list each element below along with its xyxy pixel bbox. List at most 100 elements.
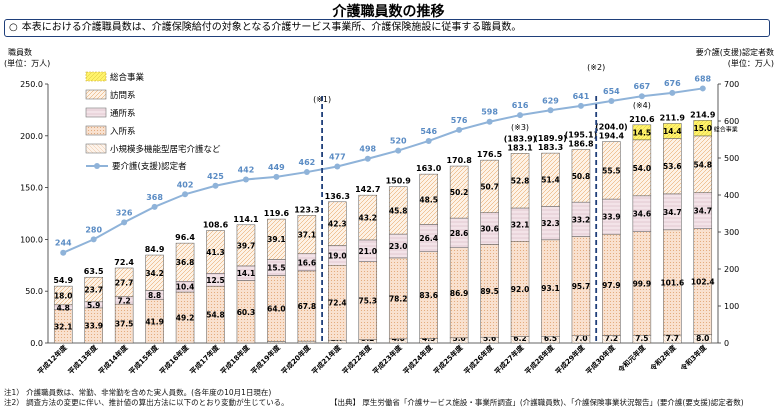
- segment-value-label: 7.7: [666, 334, 679, 343]
- bar-segment-visit: [449, 165, 469, 219]
- segment-value-label: 10.4: [176, 283, 195, 292]
- segment-value-label: 7.0: [574, 334, 587, 343]
- legend-label: 総合事業: [110, 72, 145, 83]
- segment-value-label: 34.7: [694, 207, 713, 216]
- x-tick-label: 平成22年度: [340, 342, 374, 376]
- line-point-label: 326: [116, 208, 133, 217]
- x-tick-label: 平成20年度: [279, 342, 313, 376]
- line-point-label: 616: [512, 101, 529, 110]
- y-right-tick-label: 500: [724, 154, 739, 163]
- segment-value-label: 7.2: [117, 296, 130, 305]
- footnote-1: 注1） 介護職員数は、常勤、非常勤を含めた実人員数。(各年度の10月1日現在): [4, 388, 272, 397]
- x-tick-label: 令和2年度: [647, 342, 678, 373]
- line-point-label: 629: [542, 96, 559, 105]
- line-point: [182, 191, 189, 198]
- segment-value-label: 37.1: [298, 230, 317, 239]
- segment-value-label: 14.5: [633, 128, 652, 137]
- segment-value-label: 50.8: [572, 172, 591, 181]
- x-tick-label: 平成17年度: [188, 342, 222, 376]
- description-note: ○ 本表における介護職員数は、介護保険給付の対象となる介護サービス事業所、介護保険…: [4, 19, 770, 37]
- bar-segment-visit: [358, 194, 378, 241]
- bar-segment-visit: [175, 242, 195, 282]
- note-marker: ○: [9, 22, 18, 33]
- bar-segment-visit: [510, 153, 530, 209]
- legend-label: 要介護(支援)認定者: [112, 161, 187, 172]
- bar-total-label: 142.7: [355, 185, 380, 194]
- y-right-title-1: 要介護(支援)認定者数: [696, 47, 774, 57]
- segment-value-label: 33.9: [84, 321, 103, 330]
- y-left-title-1: 職員数: [8, 47, 32, 57]
- y-right-title-2: (単位：万人): [728, 58, 774, 68]
- bar-segment-visit: [297, 215, 317, 254]
- segment-value-label: 4.8: [57, 303, 70, 312]
- bar-segment-visit: [206, 230, 225, 274]
- bar-paren-total-label: (195.1): [565, 130, 598, 139]
- legend-label: 小規模多機能型居宅介護など: [110, 144, 221, 155]
- segment-value-label: 15.5: [267, 263, 286, 272]
- line-point: [517, 112, 524, 119]
- segment-value-label: 26.4: [419, 234, 438, 243]
- segment-value-label: 53.6: [663, 162, 682, 171]
- bar-segment-sogo: [693, 120, 713, 137]
- bar-total-label: 183.3: [538, 143, 563, 152]
- x-tick-label: 平成16年度: [157, 342, 191, 376]
- note-text: 本表における介護職員数は、介護保険給付の対象となる介護サービス事業所、介護保険施…: [21, 22, 522, 33]
- line-point: [60, 249, 67, 256]
- bar-total-label: 211.9: [660, 113, 686, 122]
- x-tick-label: 平成24年度: [401, 342, 435, 376]
- segment-value-label: 67.8: [298, 302, 317, 311]
- bars-layer: 32.1 4.8 18.0 54.9 33.9 5.9 23.7 63.5 37.5 7.2 27.…: [53, 110, 716, 344]
- bar-total-label: 96.4: [175, 233, 195, 242]
- x-tick-label: 平成21年度: [310, 342, 344, 376]
- segment-value-label: 27.7: [115, 278, 134, 287]
- line-point-label: 462: [299, 158, 316, 167]
- bar-segment-visit: [84, 276, 103, 303]
- segment-value-label: 12.5: [206, 276, 225, 285]
- line-point-label: 676: [664, 79, 681, 88]
- segment-value-label: 41.9: [145, 317, 164, 326]
- line-point-label: 280: [85, 225, 102, 234]
- x-tick-label: 平成23年度: [371, 342, 405, 376]
- bar-paren-total-label: (204.0): [595, 123, 628, 132]
- line-point: [577, 102, 584, 109]
- segment-value-label: 55.5: [602, 166, 621, 175]
- bar-total-label: 194.4: [599, 132, 625, 141]
- segment-value-label: 6.5: [544, 334, 557, 343]
- segment-value-label: 5.9: [87, 301, 100, 310]
- line-point: [90, 236, 97, 243]
- x-tick-label: 平成26年度: [462, 342, 496, 376]
- line-point-label: 244: [55, 239, 72, 248]
- y-right-tick-label: 200: [724, 265, 739, 274]
- line-point: [669, 89, 676, 96]
- line-point-label: 477: [329, 153, 346, 162]
- y-right-tick-label: 300: [724, 228, 739, 237]
- segment-value-label: 99.9: [633, 279, 652, 288]
- segment-value-label: 34.6: [633, 210, 652, 219]
- x-tick-label: 平成28年度: [523, 342, 557, 376]
- line-point-label: 442: [238, 165, 255, 174]
- bar-segment-visit: [541, 152, 560, 207]
- bar-paren-total-label: (183.9): [504, 134, 537, 143]
- segment-value-label: 15.0: [694, 124, 713, 133]
- legend-swatch: [85, 143, 107, 154]
- segment-value-label: 5.0: [452, 334, 465, 343]
- bar-total-label: 108.6: [203, 220, 229, 229]
- note-ref-3: (※3): [511, 123, 529, 132]
- y-left-tick-label: 50.0: [25, 287, 43, 296]
- y-right-tick-label: 600: [724, 117, 739, 126]
- segment-value-label: 32.3: [541, 219, 560, 228]
- legend-item-small: 小規模多機能型居宅介護など: [85, 143, 221, 155]
- line-point-label: 498: [359, 145, 376, 154]
- segment-value-label: 6.2: [513, 334, 526, 343]
- line-point-label: 688: [694, 74, 711, 83]
- line-point-label: 402: [177, 180, 194, 189]
- segment-value-label: 50.7: [480, 182, 499, 191]
- segment-value-label: 36.8: [176, 258, 195, 267]
- legend-item-tsusho: 通所系: [85, 107, 136, 119]
- line-point: [364, 155, 371, 162]
- segment-value-label: 8.8: [148, 291, 161, 300]
- segment-value-label: 18.0: [54, 291, 73, 300]
- line-point: [273, 173, 280, 180]
- segment-value-label: 23.0: [389, 242, 408, 251]
- segment-value-label: 16.6: [298, 258, 317, 267]
